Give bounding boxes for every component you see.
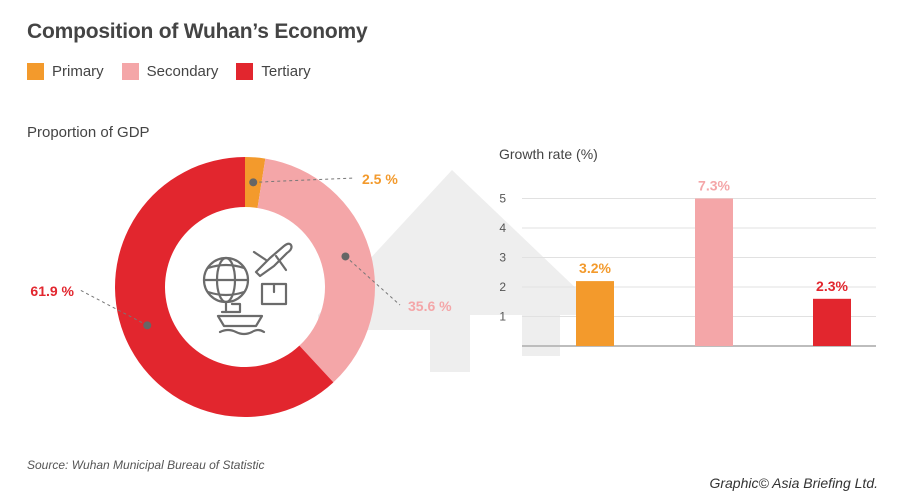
donut-chart: 2.5 % 35.6 % 61.9 % [30,156,452,417]
bar-secondary [695,198,733,346]
legend-swatch-secondary [121,63,139,80]
trade-globe-icon [202,242,293,336]
leader-dot-tertiary [143,321,152,330]
legend-swatch-tertiary [236,63,254,80]
y-tick-label: 2 [499,280,506,294]
y-tick-label: 3 [499,251,506,265]
donut-slice-secondary [257,158,375,383]
leader-line-primary [253,177,356,183]
y-tick-label: 5 [499,192,506,206]
legend-item-secondary: Secondary [121,63,219,80]
bar-label-primary: 3.2% [579,260,611,276]
y-tick-label: 4 [499,221,506,235]
bar-primary [576,281,614,346]
legend-label-tertiary: Tertiary [261,63,311,80]
legend-item-tertiary: Tertiary [236,63,311,80]
y-tick-label: 1 [499,310,506,324]
legend-swatch-primary [27,63,44,80]
pct-label-primary: 2.5 % [362,171,398,187]
donut-slice-tertiary [114,156,334,417]
source-note: Source: Wuhan Municipal Bureau of Statis… [27,458,265,472]
leader-line-secondary [345,256,401,306]
pct-label-tertiary: 61.9 % [30,283,74,299]
leader-line-tertiary [79,289,148,326]
legend: Primary Secondary Tertiary [27,63,329,80]
pct-label-secondary: 35.6 % [408,298,452,314]
legend-label-primary: Primary [52,63,104,80]
bar-label-secondary: 7.3% [698,178,730,194]
credit-note: Graphic© Asia Briefing Ltd. [709,475,878,491]
donut-title: Proportion of GDP [27,124,150,141]
watermark-arrow [318,170,604,372]
bar-y-axis-label: Growth rate (%) [499,146,598,162]
leader-dot-primary [249,178,258,187]
bar-chart: Growth rate (%) 1 2 3 4 5 3.2% 7.3% 2.3% [499,146,876,347]
legend-item-primary: Primary [27,63,104,80]
bar-label-tertiary: 2.3% [816,278,848,294]
legend-label-secondary: Secondary [146,63,219,80]
bar-tertiary [813,298,851,346]
chart-title: Composition of Wuhan’s Economy [27,20,368,43]
leader-dot-secondary [341,252,350,261]
